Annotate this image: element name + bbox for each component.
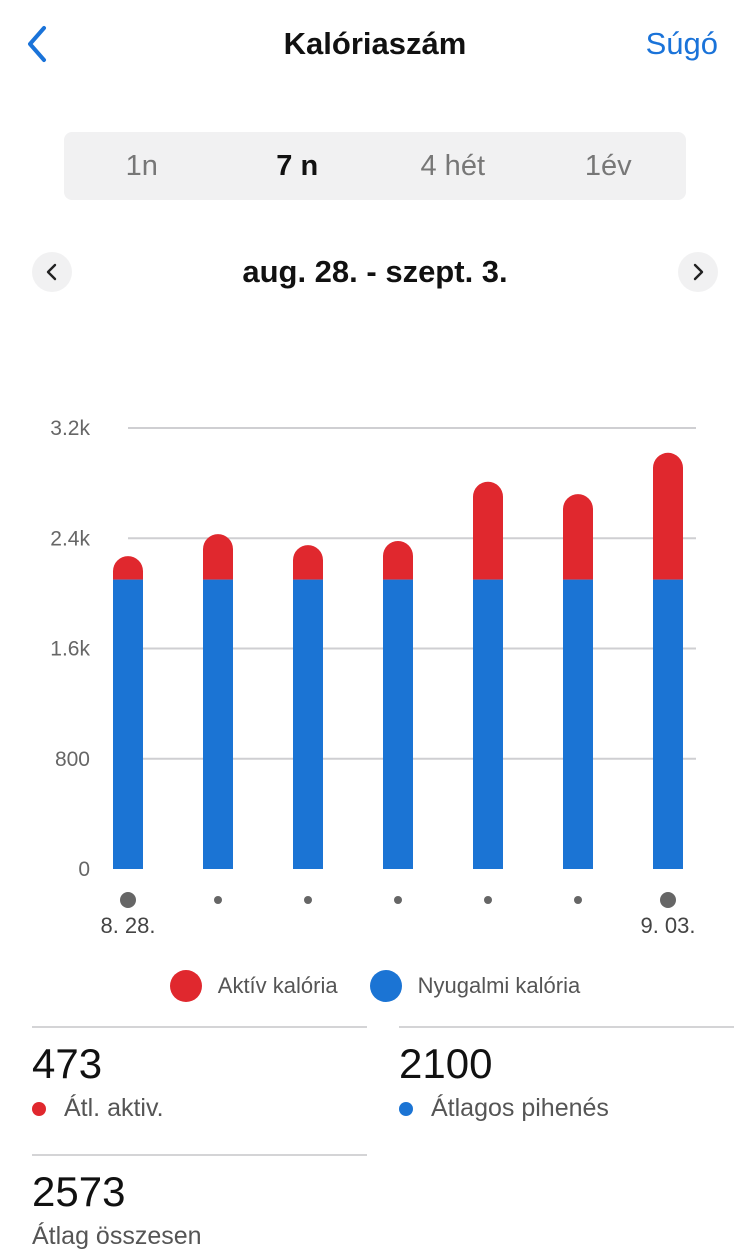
bar-active-9. 02.[interactable] [563,494,593,580]
x-axis-dot [660,892,676,908]
x-tick-label: 9. 03. [640,913,695,938]
x-tick-label: 8. 28. [100,913,155,938]
bar-active-8. 31.[interactable] [383,541,413,580]
chevron-right-icon [693,263,704,281]
x-axis-dot [574,896,582,904]
x-axis-dot [304,896,312,904]
stat-avg-total: 2573 Átlag összesen [32,1154,367,1251]
bar-resting-8. 29.[interactable] [203,579,233,869]
page-title: Kalóriaszám [283,26,467,61]
stat-avg-active: 473 Átl. aktiv. [32,1026,367,1123]
y-tick-label: 0 [78,858,90,881]
x-axis-dot [394,896,402,904]
next-range-button[interactable] [678,252,718,292]
segment-1-day[interactable]: 1n [125,149,158,182]
date-range-row: aug. 28. - szept. 3. [0,246,750,300]
bar-active-8. 29.[interactable] [203,534,233,580]
stat-avg-total-label-row: Átlag összesen [32,1222,367,1251]
bar-active-9. 03.[interactable] [653,452,683,580]
legend-label-active: Aktív kalória [217,973,338,998]
y-tick-label: 800 [55,748,90,771]
resting-dot-icon [399,1101,413,1116]
header: Kalóriaszám Súgó [0,0,750,90]
y-tick-label: 3.2k [50,417,90,440]
active-dot-icon [32,1101,46,1116]
x-axis-dot [484,896,492,904]
legend-item-resting: Nyugalmi kalória [369,970,581,1002]
stat-avg-resting-value: 2100 [399,1040,493,1087]
date-range-label: aug. 28. - szept. 3. [242,254,508,289]
legend-item-active: Aktív kalória [169,970,338,1002]
chevron-left-icon [46,263,57,281]
bar-resting-8. 28.[interactable] [113,579,143,869]
bar-active-8. 28.[interactable] [113,556,143,580]
bar-active-8. 30.[interactable] [293,545,323,580]
chevron-left-icon [28,26,46,62]
chart-legend: Aktív kalória Nyugalmi kalória [0,966,750,1006]
legend-label-resting: Nyugalmi kalória [417,973,581,998]
bar-resting-9. 01.[interactable] [473,579,503,869]
bar-active-9. 01.[interactable] [473,481,504,580]
stat-avg-active-value: 473 [32,1040,103,1087]
calorie-chart: 0 800 1.6k 2.4k 3.2k 8. 28. 9. 03. [0,400,750,960]
segment-7-days[interactable]: 7 n [276,149,319,182]
calorie-chart-svg: 0 800 1.6k 2.4k 3.2k 8. 28. 9. 03. [50,417,696,938]
segment-4-weeks[interactable]: 4 hét [420,149,486,182]
legend-swatch-resting [369,970,402,1002]
stat-avg-total-value: 2573 [32,1168,126,1215]
stat-avg-resting-label: Átlagos pihenés [431,1094,609,1122]
bar-resting-9. 02.[interactable] [563,579,593,869]
period-segmented-control: 1n 7 n 4 hét 1év [64,132,686,200]
bar-resting-8. 30.[interactable] [293,579,323,869]
x-axis-dot [120,892,136,908]
back-button[interactable] [22,24,58,64]
stat-avg-active-label: Átl. aktiv. [64,1094,164,1122]
previous-range-button[interactable] [32,252,72,292]
stat-avg-total-label: Átlag összesen [32,1222,202,1250]
legend-swatch-active [169,970,202,1002]
help-button[interactable]: Súgó [645,26,718,61]
x-axis-dot [214,896,222,904]
segment-1-year[interactable]: 1év [584,149,632,182]
stat-avg-active-label-row: Átl. aktiv. [32,1094,367,1123]
stat-avg-resting: 2100 Átlagos pihenés [399,1026,734,1123]
y-tick-label: 1.6k [50,638,90,661]
bar-resting-9. 03.[interactable] [653,579,683,869]
y-tick-label: 2.4k [50,527,90,550]
bar-resting-8. 31.[interactable] [383,579,413,869]
stat-avg-resting-label-row: Átlagos pihenés [399,1094,734,1123]
